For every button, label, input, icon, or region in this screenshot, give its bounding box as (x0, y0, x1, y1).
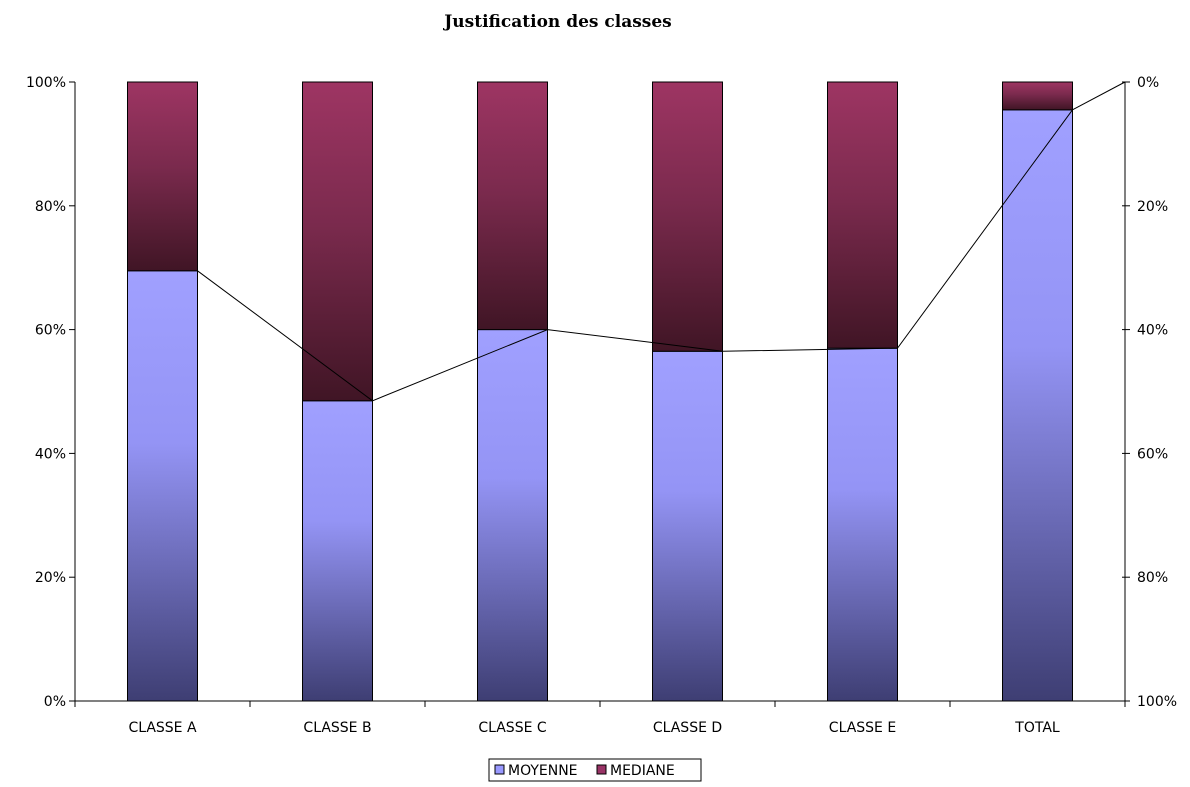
y-tick-label: 0% (44, 694, 66, 710)
bar-mediane-5 (827, 81, 898, 349)
x-tick-label: CLASSE C (478, 720, 547, 736)
legend-box (488, 758, 702, 782)
y-tick-label: 60% (35, 323, 66, 339)
legend-swatch-mediane (596, 764, 607, 775)
chart-title: Justification des classes (442, 12, 671, 32)
bar-moyenne-4 (652, 350, 723, 702)
y2-tick-label: 20% (1137, 199, 1168, 215)
bar-mediane-4 (652, 81, 723, 352)
line-series-tail (1072, 81, 1126, 111)
bar-mediane-1 (127, 81, 198, 272)
legend-label-mediane: MEDIANE (610, 763, 675, 779)
bar-moyenne-3 (477, 329, 548, 702)
bar-mediane-6 (1002, 81, 1073, 111)
x-tick-label: TOTAL (1014, 720, 1060, 736)
x-tick-label: CLASSE E (829, 720, 896, 736)
bar-mediane-2 (302, 81, 373, 402)
x-tick-label: CLASSE A (128, 720, 197, 736)
y2-tick-label: 0% (1137, 75, 1159, 91)
bar-moyenne-2 (302, 400, 373, 702)
bar-mediane-3 (477, 81, 548, 331)
y-tick-label: 100% (26, 75, 66, 91)
line-series (197, 109, 1073, 402)
y2-tick-label: 80% (1137, 570, 1168, 586)
y2-tick-label: 40% (1137, 323, 1168, 339)
y-tick-label: 20% (35, 570, 66, 586)
bar-moyenne-5 (827, 347, 898, 702)
x-tick-label: CLASSE D (653, 720, 722, 736)
y2-tick-label: 60% (1137, 446, 1168, 462)
legend-swatch-moyenne (494, 764, 505, 775)
y-tick-label: 80% (35, 199, 66, 215)
y2-tick-label: 100% (1137, 694, 1177, 710)
plot-area: 0% 20% 40% 60% 80% 100% 0% 20% 40% 60% 80% 100% CLAS… (26, 75, 1177, 782)
y-tick-label: 40% (35, 446, 66, 462)
bar-moyenne-1 (127, 270, 198, 702)
legend-label-moyenne: MOYENNE (508, 763, 578, 779)
bar-moyenne-6 (1002, 109, 1073, 702)
x-tick-label: CLASSE B (303, 720, 371, 736)
